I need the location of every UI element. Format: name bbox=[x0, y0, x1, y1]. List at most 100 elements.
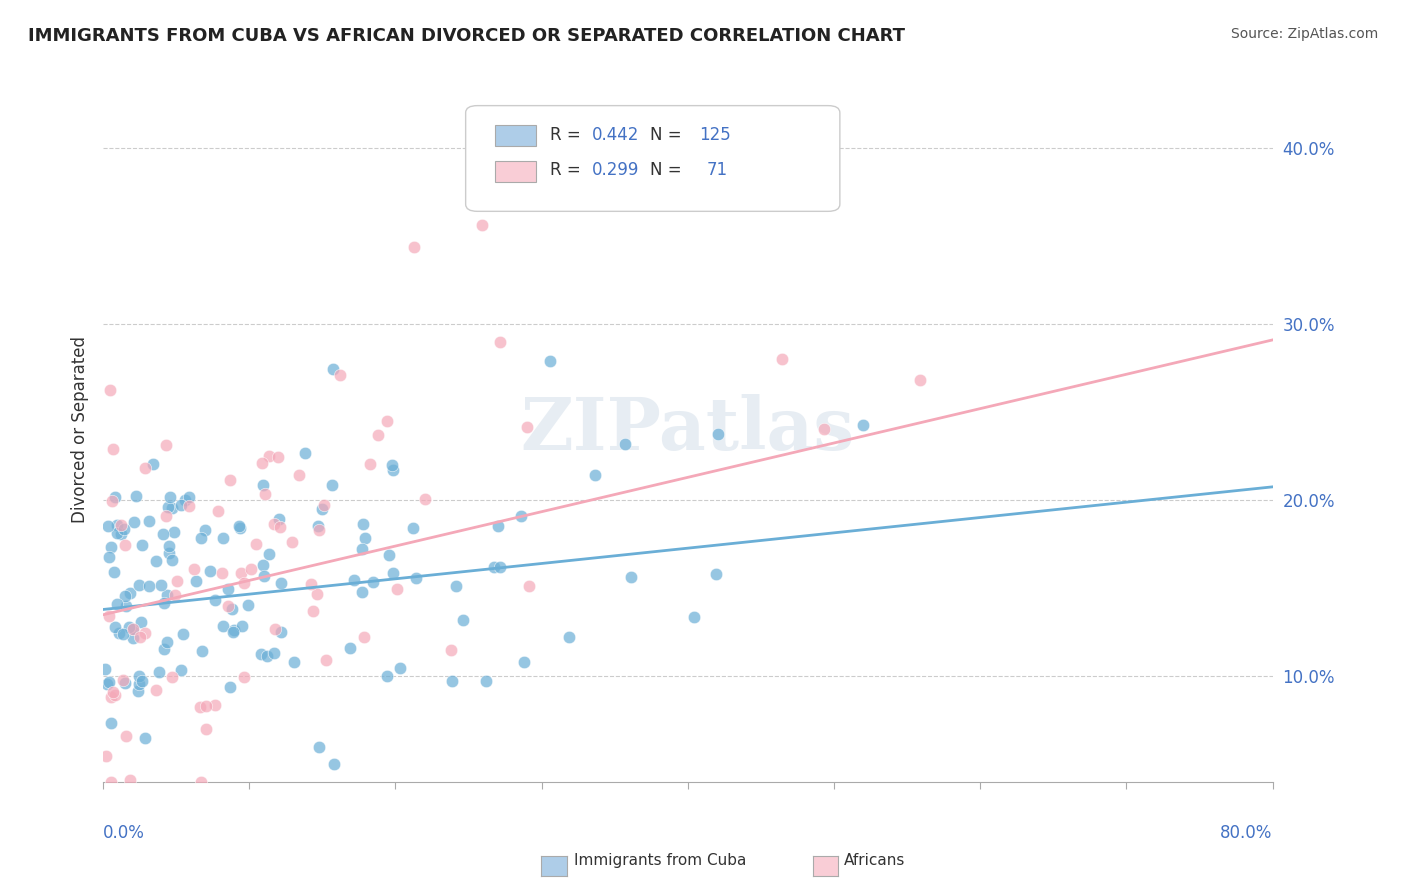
Point bbox=[259, 449, 281, 463]
Text: Immigrants from Cuba: Immigrants from Cuba bbox=[574, 853, 747, 868]
Point bbox=[104, 490, 127, 504]
Point bbox=[103, 566, 125, 580]
Point bbox=[308, 523, 330, 537]
Point bbox=[229, 566, 252, 580]
Point bbox=[513, 655, 536, 669]
Point bbox=[160, 552, 183, 566]
Point bbox=[352, 516, 374, 531]
Point bbox=[613, 437, 636, 451]
Point bbox=[444, 579, 467, 593]
Point bbox=[706, 426, 728, 441]
Point bbox=[307, 519, 329, 533]
Point bbox=[96, 677, 118, 691]
Point bbox=[131, 615, 153, 629]
Point bbox=[142, 458, 165, 472]
Point bbox=[165, 588, 187, 602]
Point bbox=[222, 623, 245, 637]
Point bbox=[509, 508, 531, 523]
Point bbox=[157, 546, 180, 560]
Point bbox=[232, 670, 254, 684]
Point bbox=[281, 535, 304, 549]
Point bbox=[353, 630, 375, 644]
Point bbox=[218, 681, 240, 695]
Point bbox=[174, 492, 197, 507]
Point bbox=[157, 500, 180, 514]
Text: ZIPatlas: ZIPatlas bbox=[520, 394, 855, 466]
Point bbox=[112, 522, 135, 536]
Point bbox=[323, 757, 346, 772]
Point bbox=[184, 574, 207, 589]
Point bbox=[131, 537, 153, 551]
Point bbox=[381, 462, 404, 476]
Point bbox=[155, 438, 177, 452]
Point bbox=[385, 582, 408, 597]
Point bbox=[486, 519, 509, 533]
Point bbox=[97, 609, 120, 624]
Point bbox=[204, 593, 226, 607]
Point bbox=[381, 458, 404, 473]
Point bbox=[488, 334, 510, 349]
Point bbox=[114, 676, 136, 690]
Point bbox=[305, 587, 328, 601]
Point bbox=[204, 698, 226, 712]
Point bbox=[114, 589, 136, 603]
Point bbox=[156, 635, 179, 649]
Text: 0.299: 0.299 bbox=[592, 161, 640, 179]
Point bbox=[308, 740, 330, 755]
Point bbox=[114, 729, 136, 743]
Point bbox=[377, 549, 399, 563]
Point bbox=[145, 683, 167, 698]
Text: 80.0%: 80.0% bbox=[1220, 824, 1272, 842]
Point bbox=[93, 662, 115, 676]
Point bbox=[128, 677, 150, 691]
Point bbox=[105, 526, 128, 541]
Point bbox=[236, 598, 259, 612]
Point bbox=[122, 631, 145, 645]
Point bbox=[283, 655, 305, 669]
Point bbox=[233, 576, 256, 591]
Point bbox=[98, 550, 121, 565]
Text: R =: R = bbox=[550, 161, 586, 179]
Point bbox=[134, 626, 156, 640]
Point bbox=[114, 537, 136, 551]
Point bbox=[222, 624, 245, 639]
Point bbox=[908, 373, 931, 387]
Text: 125: 125 bbox=[700, 127, 731, 145]
Point bbox=[375, 414, 398, 428]
Point bbox=[138, 514, 160, 528]
Point bbox=[218, 473, 240, 487]
FancyBboxPatch shape bbox=[495, 161, 536, 182]
Point bbox=[401, 521, 423, 535]
Point bbox=[388, 661, 411, 675]
Point bbox=[321, 478, 343, 492]
Point bbox=[302, 604, 325, 618]
Point bbox=[471, 218, 494, 232]
Point bbox=[294, 446, 316, 460]
Point bbox=[104, 620, 127, 634]
Point bbox=[155, 509, 177, 524]
Text: IMMIGRANTS FROM CUBA VS AFRICAN DIVORCED OR SEPARATED CORRELATION CHART: IMMIGRANTS FROM CUBA VS AFRICAN DIVORCED… bbox=[28, 27, 905, 45]
Point bbox=[212, 619, 235, 633]
Point bbox=[160, 500, 183, 515]
Point bbox=[152, 527, 174, 541]
Point bbox=[489, 560, 512, 574]
Point bbox=[516, 420, 538, 434]
Point bbox=[361, 574, 384, 589]
Point bbox=[157, 539, 180, 553]
Point bbox=[517, 579, 540, 593]
Point bbox=[111, 673, 134, 687]
Point bbox=[252, 456, 274, 470]
Point bbox=[354, 531, 377, 545]
Point bbox=[257, 547, 280, 561]
Point bbox=[152, 596, 174, 610]
Point bbox=[217, 599, 239, 614]
Point bbox=[211, 566, 233, 580]
Point bbox=[256, 648, 278, 663]
Point bbox=[475, 673, 498, 688]
Point bbox=[221, 601, 243, 615]
Point bbox=[115, 599, 138, 614]
Point bbox=[122, 515, 145, 529]
Point bbox=[217, 582, 239, 596]
Point bbox=[263, 646, 285, 660]
Point bbox=[110, 517, 132, 532]
